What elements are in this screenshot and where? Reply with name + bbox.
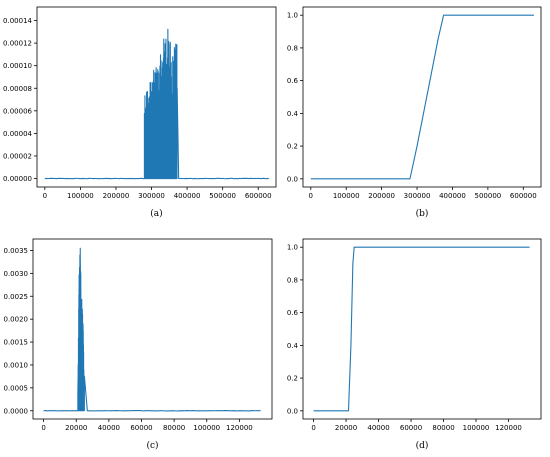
- y-tick-label-c-4: 0.0020: [4, 316, 29, 324]
- y-tick-label-d-3: 0.6: [287, 309, 299, 317]
- y-tick-label-c-3: 0.0015: [4, 339, 29, 347]
- x-tick-label-c-0: 0: [41, 424, 45, 432]
- axes-frame-c: [32, 238, 273, 420]
- y-tick-label-a-3: 0.00006: [3, 107, 32, 115]
- y-tick-label-a-4: 0.00008: [3, 85, 32, 93]
- chart-panels: 0 100000 200000 300000 400000 500000 6000000.0…: [3, 6, 542, 451]
- y-tick-label-d-5: 1.0: [287, 244, 298, 252]
- x-tick-label-c-3: 60000: [130, 424, 152, 432]
- y-tick-label-c-1: 0.0005: [4, 384, 29, 392]
- x-tick-label-a-3: 300000: [138, 192, 165, 200]
- x-tick-label-a-6: 600000: [245, 192, 272, 200]
- y-tick-label-b-2: 0.4: [287, 110, 299, 118]
- x-tick-label-c-6: 120000: [226, 424, 253, 432]
- x-tick-label-d-5: 100000: [463, 424, 490, 432]
- x-tick-label-d-2: 40000: [367, 424, 389, 432]
- y-tick-label-b-1: 0.2: [287, 143, 298, 151]
- panel-caption-d: (d): [416, 440, 429, 451]
- x-tick-label-b-2: 200000: [368, 192, 395, 200]
- x-tick-label-a-5: 500000: [209, 192, 236, 200]
- y-tick-label-a-7: 0.00014: [3, 17, 32, 25]
- series-line-c-0: [43, 247, 261, 412]
- x-tick-label-d-4: 80000: [432, 424, 454, 432]
- x-tick-label-c-4: 80000: [163, 424, 185, 432]
- chart-panel-b: 0 100000 200000 300000 400000 500000 600000 0.0…: [287, 6, 542, 219]
- y-tick-label-d-1: 0.2: [287, 375, 298, 383]
- y-tick-label-a-6: 0.00012: [3, 40, 32, 48]
- y-tick-label-a-0: 0.00000: [3, 175, 32, 183]
- x-tick-label-d-0: 0: [311, 424, 315, 432]
- x-tick-label-c-5: 100000: [193, 424, 220, 432]
- x-tick-label-b-4: 400000: [439, 192, 466, 200]
- y-tick-label-b-0: 0.0: [287, 175, 298, 183]
- x-tick-label-b-1: 100000: [333, 192, 360, 200]
- x-tick-label-b-3: 300000: [404, 192, 431, 200]
- panel-caption-a: (a): [150, 208, 162, 219]
- y-tick-label-c-5: 0.0025: [4, 293, 29, 301]
- y-tick-label-b-3: 0.6: [287, 77, 299, 85]
- x-tick-label-d-3: 60000: [400, 424, 422, 432]
- axes-frame-a: [36, 6, 277, 188]
- x-tick-label-d-6: 120000: [495, 424, 522, 432]
- chart-panel-d: 0 20000 40000 60000 80000 100000 120000 0.0 0.2 0…: [287, 238, 542, 451]
- x-tick-label-a-1: 100000: [67, 192, 94, 200]
- x-tick-label-a-0: 0: [43, 192, 47, 200]
- y-tick-label-d-4: 0.8: [287, 276, 298, 284]
- x-tick-label-c-2: 40000: [98, 424, 120, 432]
- panel-caption-b: (b): [416, 208, 429, 219]
- x-tick-label-b-6: 600000: [510, 192, 537, 200]
- y-tick-label-c-6: 0.0030: [4, 270, 29, 278]
- y-tick-label-c-7: 0.0035: [4, 247, 29, 255]
- x-tick-label-a-4: 400000: [174, 192, 201, 200]
- y-tick-label-a-5: 0.00010: [3, 62, 32, 70]
- series-line-d-0: [313, 246, 530, 412]
- y-tick-label-c-0: 0.0000: [4, 407, 29, 415]
- y-tick-label-b-4: 0.8: [287, 44, 298, 52]
- x-tick-label-d-1: 20000: [335, 424, 357, 432]
- series-line-b-0: [310, 14, 534, 180]
- axes-frame-b: [302, 6, 542, 188]
- y-tick-label-d-2: 0.4: [287, 342, 299, 350]
- chart-panel-a: 0 100000 200000 300000 400000 500000 600000 0.0…: [3, 6, 277, 219]
- x-tick-label-b-0: 0: [309, 192, 313, 200]
- x-tick-label-b-5: 500000: [475, 192, 502, 200]
- panel-caption-c: (c): [146, 440, 158, 451]
- y-tick-label-a-2: 0.00004: [3, 130, 32, 138]
- x-tick-label-a-2: 200000: [103, 192, 130, 200]
- y-tick-label-b-5: 1.0: [287, 12, 298, 20]
- y-tick-label-d-0: 0.0: [287, 407, 298, 415]
- y-tick-label-c-2: 0.0010: [4, 361, 29, 369]
- series-line-a-0: [44, 28, 269, 180]
- chart-panel-c: 0 20000 40000 60000 80000 100000 120000 0.0000 0…: [4, 238, 273, 451]
- x-tick-label-c-1: 20000: [65, 424, 87, 432]
- y-tick-label-a-1: 0.00002: [3, 152, 32, 160]
- axes-frame-d: [302, 238, 542, 420]
